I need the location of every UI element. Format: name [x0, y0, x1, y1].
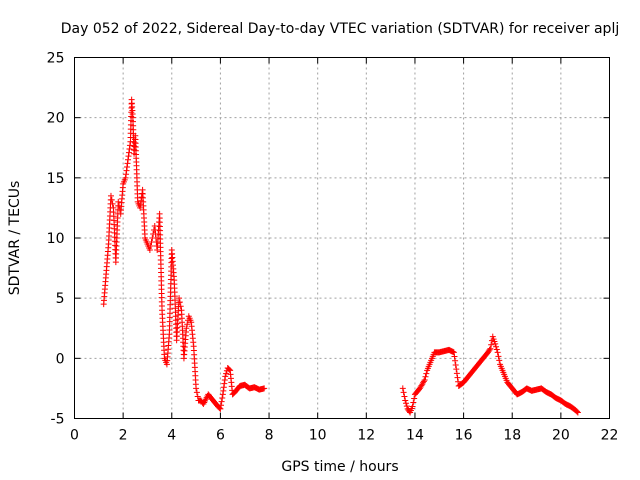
data-point [223, 370, 230, 377]
data-point [452, 361, 459, 368]
data-point [193, 389, 200, 396]
x-tick-label: 12 [357, 428, 375, 444]
data-point [107, 192, 114, 199]
data-point [488, 341, 495, 348]
x-tick-label: 8 [265, 428, 274, 444]
data-point [454, 374, 461, 381]
data-point [452, 357, 459, 364]
y-tick-label: 0 [56, 351, 65, 367]
data-point [411, 395, 418, 402]
y-tick-label: 5 [56, 291, 65, 307]
y-tick-label: 20 [47, 111, 65, 127]
data-point [177, 303, 184, 310]
data-point [453, 370, 460, 377]
data-point [219, 395, 226, 402]
data-point [194, 393, 201, 400]
data-point [450, 349, 457, 356]
data-point [453, 366, 460, 373]
x-tick-label: 0 [70, 428, 79, 444]
data-point [176, 295, 183, 302]
y-tick-label: 10 [47, 231, 65, 247]
y-tick-labels: -5 0 5 10 15 20 25 [47, 51, 65, 428]
data-point [409, 403, 416, 410]
data-point [451, 353, 458, 360]
y-tick-label: -5 [51, 412, 65, 428]
data-point [216, 405, 223, 412]
data-point [493, 343, 500, 350]
data-point [403, 400, 410, 407]
y-axis-label: SDTVAR / TECUs [7, 181, 23, 296]
data-point [422, 373, 429, 380]
data-point [402, 397, 409, 404]
y-tick-label: 15 [47, 171, 65, 187]
data-points [100, 96, 581, 416]
data-point [495, 353, 502, 360]
x-tick-label: 6 [216, 428, 225, 444]
data-point [217, 405, 224, 412]
data-point [222, 373, 229, 380]
x-axis-label: GPS time / hours [281, 459, 398, 475]
data-point [108, 196, 115, 203]
x-tick-label: 16 [455, 428, 473, 444]
data-point [410, 399, 417, 406]
data-point [574, 409, 581, 416]
data-point [420, 378, 427, 385]
data-point [184, 321, 191, 328]
data-point [493, 346, 500, 353]
data-point [494, 349, 501, 356]
data-point [176, 299, 183, 306]
data-point [226, 366, 233, 373]
data-point [403, 403, 410, 410]
data-point [218, 402, 225, 409]
x-tick-label: 2 [119, 428, 128, 444]
data-point [218, 398, 225, 405]
x-tick-label: 10 [309, 428, 327, 444]
data-point [486, 346, 493, 353]
data-point [261, 385, 268, 392]
data-point [183, 325, 190, 332]
grid-lines [74, 57, 610, 419]
data-point [421, 376, 428, 383]
x-tick-label: 20 [552, 428, 570, 444]
data-point [455, 378, 462, 385]
y-tick-label: 25 [47, 51, 65, 67]
data-point [147, 243, 154, 250]
x-tick-label: 18 [503, 428, 521, 444]
chart-title: Day 052 of 2022, Sidereal Day-to-day VTE… [61, 21, 619, 37]
x-tick-label: 22 [601, 428, 619, 444]
data-point [399, 385, 406, 392]
data-point [401, 393, 408, 400]
x-tick-label: 14 [406, 428, 424, 444]
x-tick-label: 4 [167, 428, 176, 444]
data-point [492, 340, 499, 347]
plot-frame [74, 57, 610, 419]
x-tick-labels: 0 2 4 6 8 10 12 14 16 18 20 22 [70, 428, 618, 444]
data-point [193, 385, 200, 392]
data-point [109, 200, 116, 207]
data-point [400, 389, 407, 396]
data-point [146, 247, 153, 254]
data-point [487, 345, 494, 352]
data-point [423, 370, 430, 377]
data-point [496, 357, 503, 364]
data-point [574, 408, 581, 415]
data-point [115, 198, 122, 205]
